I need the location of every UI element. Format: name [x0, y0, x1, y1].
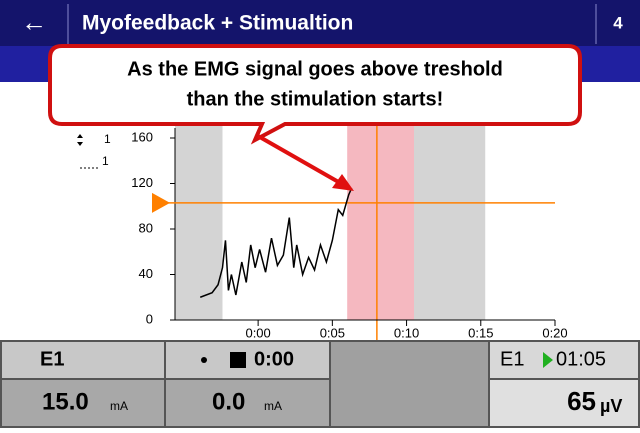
panel: [331, 342, 488, 426]
legend-symbol: [77, 134, 83, 146]
signal-line: [199, 187, 353, 298]
current-value: 0.0: [212, 388, 245, 415]
x-tick-label: 0:10: [394, 325, 419, 340]
panel: [490, 342, 638, 378]
y-tick-label: 160: [131, 129, 153, 144]
timer: 01:05: [556, 348, 606, 370]
panel: [166, 380, 329, 426]
callout-box: [48, 44, 582, 145]
panel: [2, 342, 164, 378]
y-tick-label: 40: [139, 266, 153, 281]
header-bar: [0, 0, 640, 46]
panel: [166, 342, 329, 378]
callout-arrow: [257, 134, 343, 186]
unit: µV: [600, 396, 622, 416]
unit: mA: [264, 399, 282, 413]
panel: [2, 380, 164, 426]
callout: As the EMG signal goes above treshold th…: [48, 44, 582, 191]
status-panels: E1 15.0 mA 0:00 0.0 mA E1 01:05 65 µV: [0, 340, 640, 428]
y-tick-label: 120: [131, 175, 153, 190]
play-icon: [543, 352, 553, 368]
x-tick-label: 0:05: [320, 325, 345, 340]
callout-text: than the stimulation starts!: [187, 88, 444, 110]
channel-label: E1: [40, 348, 64, 370]
dot-icon: [201, 357, 207, 363]
y-tick-label: 80: [139, 220, 153, 235]
timer: 0:00: [254, 348, 294, 370]
arrow-head: [332, 174, 354, 191]
title: Myofeedback + Stimualtion: [82, 12, 353, 35]
stop-icon: [230, 352, 246, 368]
x-tick-label: 0:15: [468, 325, 493, 340]
callout-text: As the EMG signal goes above treshold: [127, 58, 503, 80]
page-number: 4: [613, 13, 623, 32]
legend-entry: 1: [104, 132, 111, 146]
unit: mA: [110, 399, 128, 413]
channel-label: E1: [500, 348, 524, 370]
panel: [490, 380, 638, 426]
y-tick-label: 0: [146, 311, 153, 326]
current-value: 15.0: [42, 388, 89, 415]
x-tick-label: 0:00: [245, 325, 270, 340]
x-tick-label: 0:20: [542, 325, 567, 340]
threshold-handle: [152, 192, 170, 213]
back-button[interactable]: ←: [21, 7, 47, 37]
emg-value: 65: [567, 386, 596, 416]
legend-entry: 1: [102, 154, 109, 168]
